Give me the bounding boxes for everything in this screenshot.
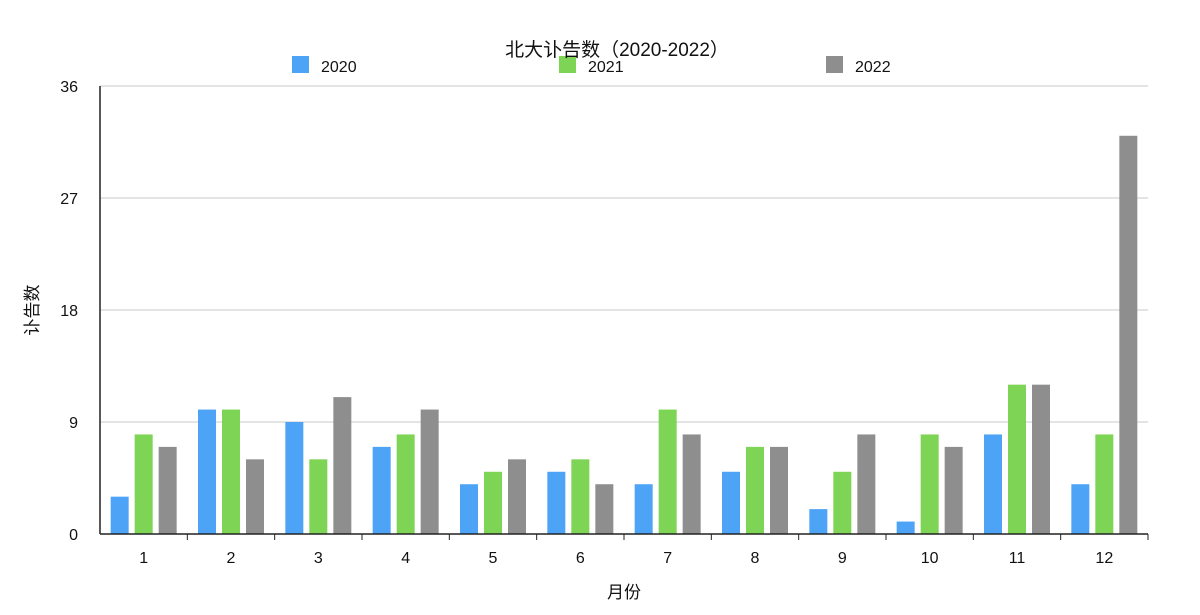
- legend-swatch-2022: [826, 56, 843, 73]
- bar-2022-8: [770, 446, 788, 534]
- x-tick-label: 11: [1009, 550, 1026, 567]
- bar-2020-10: [896, 521, 915, 534]
- y-tick-label: 0: [69, 527, 78, 544]
- y-tick-labels: 0 9 18 27 36: [60, 79, 78, 544]
- x-tick-label: 12: [1095, 550, 1113, 567]
- x-axis-label: 月份: [607, 583, 641, 602]
- x-tick-label: 3: [314, 550, 323, 567]
- bar-2022-3: [333, 397, 352, 534]
- y-tick-label: 18: [60, 303, 78, 320]
- x-tick-label: 7: [663, 550, 672, 567]
- bar-2020-8: [722, 471, 740, 534]
- bar-2022-5: [508, 459, 526, 534]
- bar-2022-6: [595, 484, 614, 534]
- y-axis-label: 讣告数: [23, 285, 42, 336]
- x-tick-label: 10: [921, 550, 939, 567]
- bar-2022-2: [246, 459, 264, 534]
- legend-swatch-2021: [559, 56, 576, 73]
- x-tick-label: 4: [401, 550, 410, 567]
- gridlines: [100, 85, 1148, 423]
- legend-label-2022: 2022: [855, 59, 891, 76]
- x-tick-label: 2: [227, 550, 236, 567]
- bar-2020-3: [285, 422, 304, 534]
- bar-2022-11: [1032, 384, 1050, 534]
- legend-label-2021: 2021: [588, 59, 624, 76]
- bar-2020-7: [634, 484, 653, 534]
- bar-2021-11: [1008, 384, 1026, 534]
- x-tick-label: 1: [139, 550, 148, 567]
- bars: [110, 135, 1138, 534]
- bar-2021-4: [396, 434, 415, 534]
- bar-2020-5: [460, 484, 478, 534]
- bar-2020-12: [1071, 484, 1090, 534]
- bar-2020-1: [110, 496, 129, 534]
- x-tick-label: 8: [751, 550, 760, 567]
- bar-2022-4: [420, 409, 439, 534]
- x-tick-label: 9: [838, 550, 847, 567]
- bar-2021-2: [222, 409, 240, 534]
- y-tick-label: 36: [60, 79, 78, 96]
- bar-2020-11: [984, 434, 1002, 534]
- bar-2022-9: [857, 434, 876, 534]
- bar-2021-5: [484, 471, 502, 534]
- bar-2020-6: [547, 471, 566, 534]
- y-tick-label: 9: [69, 415, 78, 432]
- legend-label-2020: 2020: [321, 59, 357, 76]
- bar-2021-8: [746, 446, 764, 534]
- bar-2022-1: [158, 446, 177, 534]
- bar-2021-1: [134, 434, 153, 534]
- bar-2021-9: [833, 471, 852, 534]
- bar-2021-6: [571, 459, 590, 534]
- bar-2021-12: [1095, 434, 1114, 534]
- x-tick-label: 5: [489, 550, 498, 567]
- bar-2020-4: [372, 446, 391, 534]
- bar-2021-3: [309, 459, 328, 534]
- y-tick-label: 27: [60, 191, 78, 208]
- bar-2021-10: [920, 434, 939, 534]
- bar-2022-7: [682, 434, 701, 534]
- x-tick-labels: 1 2 3 4 5 6 7 8 9 10 11 12: [139, 534, 1149, 567]
- chart-title: 北大讣告数（2020-2022）: [505, 39, 729, 61]
- bar-2022-10: [944, 446, 963, 534]
- x-tick-label: 6: [576, 550, 585, 567]
- legend-swatch-2020: [292, 56, 309, 73]
- bar-2021-7: [658, 409, 677, 534]
- bar-2022-12: [1119, 135, 1138, 534]
- bar-2020-9: [809, 509, 828, 534]
- legend: 2020 2021 2022: [292, 56, 891, 76]
- bar-2020-2: [198, 409, 216, 534]
